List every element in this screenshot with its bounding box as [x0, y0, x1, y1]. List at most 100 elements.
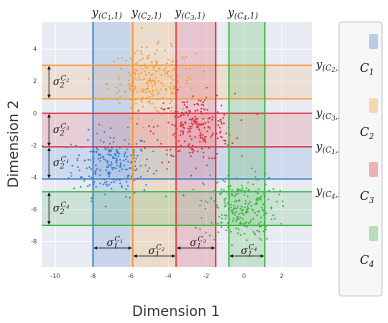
data-point-C1 — [90, 168, 92, 171]
data-point-C2 — [140, 53, 143, 55]
label-symbol: y — [315, 58, 323, 71]
data-point-C3 — [206, 130, 209, 133]
data-point-C2 — [140, 72, 143, 74]
data-point-C2 — [136, 79, 139, 81]
data-point-C1 — [123, 164, 126, 167]
x-tick-label: -8 — [90, 273, 96, 280]
data-point-C2 — [134, 73, 137, 75]
data-point-C3 — [187, 114, 189, 117]
data-point-C4 — [224, 180, 226, 183]
data-point-C1 — [110, 149, 113, 152]
data-point-C3 — [199, 140, 201, 143]
data-point-C1 — [117, 152, 120, 155]
data-point-C2 — [128, 72, 131, 74]
data-point-C2 — [118, 78, 120, 80]
data-point-C4 — [210, 221, 213, 224]
data-point-C4 — [247, 222, 250, 225]
data-point-C1 — [109, 127, 112, 130]
data-point-C4 — [229, 230, 232, 233]
data-point-C1 — [95, 169, 97, 172]
data-point-C2 — [141, 26, 143, 29]
sigma-subscript: 1 — [114, 243, 118, 251]
data-point-C3 — [195, 120, 197, 123]
data-point-C1 — [119, 162, 122, 164]
data-point-C2 — [171, 69, 174, 72]
data-point-C3 — [196, 150, 199, 153]
data-point-C3 — [188, 143, 191, 146]
data-point-C3 — [222, 117, 225, 119]
data-point-C3 — [206, 164, 208, 167]
data-point-C3 — [223, 139, 226, 142]
data-point-C2 — [143, 78, 145, 80]
sigma-symbol: σ — [241, 246, 249, 257]
data-point-C4 — [224, 204, 227, 207]
data-point-C4 — [259, 198, 262, 201]
data-point-C3 — [234, 92, 236, 95]
data-point-C2 — [171, 60, 174, 63]
legend-label-C1: C1 — [360, 61, 374, 77]
data-point-C2 — [139, 59, 142, 61]
data-point-C1 — [139, 148, 142, 151]
data-point-C3 — [219, 130, 222, 133]
data-point-C3 — [207, 121, 210, 123]
data-point-C3 — [196, 109, 199, 112]
data-point-C3 — [217, 120, 220, 122]
data-point-C3 — [188, 151, 191, 154]
data-point-C2 — [189, 67, 191, 70]
data-point-C4 — [280, 222, 283, 225]
data-point-C4 — [234, 211, 237, 214]
data-point-C1 — [94, 173, 97, 175]
data-point-C4 — [209, 174, 212, 177]
data-point-C3 — [182, 130, 185, 132]
data-point-C2 — [145, 46, 148, 49]
data-point-C1 — [83, 179, 86, 182]
data-point-C4 — [220, 192, 223, 195]
data-point-C4 — [200, 199, 203, 202]
data-point-C3 — [187, 144, 190, 147]
data-point-C2 — [128, 139, 131, 141]
data-point-C2 — [185, 79, 188, 82]
data-point-C2 — [156, 93, 159, 96]
data-point-C1 — [117, 155, 120, 158]
data-point-C3 — [236, 137, 239, 140]
data-point-C2 — [147, 101, 150, 104]
legend-label-index: 4 — [368, 260, 374, 269]
data-point-C2 — [167, 75, 170, 77]
data-point-C1 — [130, 154, 133, 157]
data-point-C4 — [259, 221, 262, 224]
data-point-C4 — [249, 221, 252, 224]
data-point-C3 — [217, 124, 220, 126]
data-point-C3 — [179, 134, 182, 137]
data-point-C1 — [78, 169, 81, 172]
data-point-C1 — [106, 166, 108, 169]
sigma-label: σ2C3 — [53, 123, 69, 138]
data-point-C4 — [247, 211, 249, 214]
data-point-C3 — [198, 123, 201, 126]
data-point-C1 — [114, 153, 116, 155]
data-point-C2 — [154, 77, 157, 79]
data-point-C4 — [236, 205, 239, 208]
data-point-C2 — [129, 89, 132, 91]
data-point-C2 — [166, 71, 169, 74]
plot-area — [42, 22, 312, 267]
label-tail: ,1) — [151, 12, 162, 21]
data-point-C2 — [118, 89, 121, 92]
x-axis-label: Dimension 1 — [132, 304, 220, 320]
data-point-C2 — [118, 102, 121, 104]
data-point-C1 — [125, 196, 127, 198]
data-point-C2 — [123, 90, 125, 93]
data-point-C2 — [156, 61, 158, 64]
data-point-C2 — [170, 82, 173, 84]
data-point-C2 — [179, 86, 182, 88]
data-point-C3 — [205, 86, 208, 89]
data-point-C3 — [219, 118, 222, 121]
data-point-C4 — [226, 202, 229, 205]
data-point-C1 — [96, 148, 99, 151]
legend-label-index: 1 — [369, 68, 374, 77]
data-point-C3 — [204, 122, 207, 124]
data-point-C1 — [113, 181, 116, 184]
data-point-C2 — [148, 95, 151, 98]
data-point-C2 — [147, 87, 149, 90]
data-point-C3 — [148, 125, 150, 128]
data-point-C4 — [232, 212, 235, 215]
